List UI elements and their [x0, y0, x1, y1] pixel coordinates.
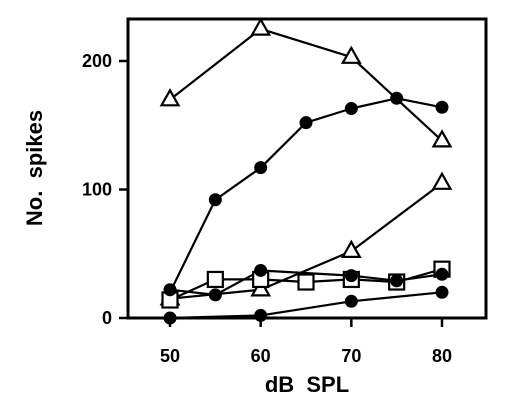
data-point-circle — [390, 91, 404, 105]
y-axis-label: No. spikes — [22, 110, 47, 226]
data-point-circle — [435, 267, 449, 281]
data-point-circle — [208, 193, 222, 207]
axis-ticks: 50 60 70 80 0 100 200 — [82, 51, 452, 366]
data-point-circle — [208, 288, 222, 302]
series-line-6 — [169, 291, 443, 320]
data-point-circle — [254, 263, 268, 277]
data-point-circle — [390, 274, 404, 288]
data-point-circle — [344, 294, 358, 308]
data-point-circle — [163, 283, 177, 297]
x-tick-label: 80 — [432, 346, 452, 366]
data-point-circle — [344, 269, 358, 283]
data-point-triangle — [431, 129, 453, 148]
y-tick-label: 100 — [82, 180, 112, 200]
x-tick-label: 50 — [160, 346, 180, 366]
series-layer — [159, 17, 453, 325]
data-point-triangle — [250, 17, 272, 36]
x-tick-label: 60 — [251, 346, 271, 366]
x-tick-label: 70 — [341, 346, 361, 366]
data-point-circle — [254, 161, 268, 175]
data-point-circle — [435, 285, 449, 299]
data-point-circle — [344, 102, 358, 116]
plot-frame — [126, 17, 488, 320]
data-point-circle — [254, 308, 268, 322]
data-point-square — [297, 273, 315, 291]
y-tick-label: 200 — [82, 51, 112, 71]
data-point-circle — [163, 311, 177, 325]
data-point-square — [206, 270, 224, 289]
data-point-triangle — [340, 239, 362, 258]
data-point-triangle — [431, 171, 453, 190]
data-point-circle — [299, 116, 313, 130]
data-point-circle — [435, 100, 449, 114]
x-axis-label: dB SPL — [265, 372, 349, 397]
y-tick-label: 0 — [102, 308, 112, 328]
data-point-triangle — [159, 88, 181, 107]
data-point-triangle — [340, 45, 362, 64]
